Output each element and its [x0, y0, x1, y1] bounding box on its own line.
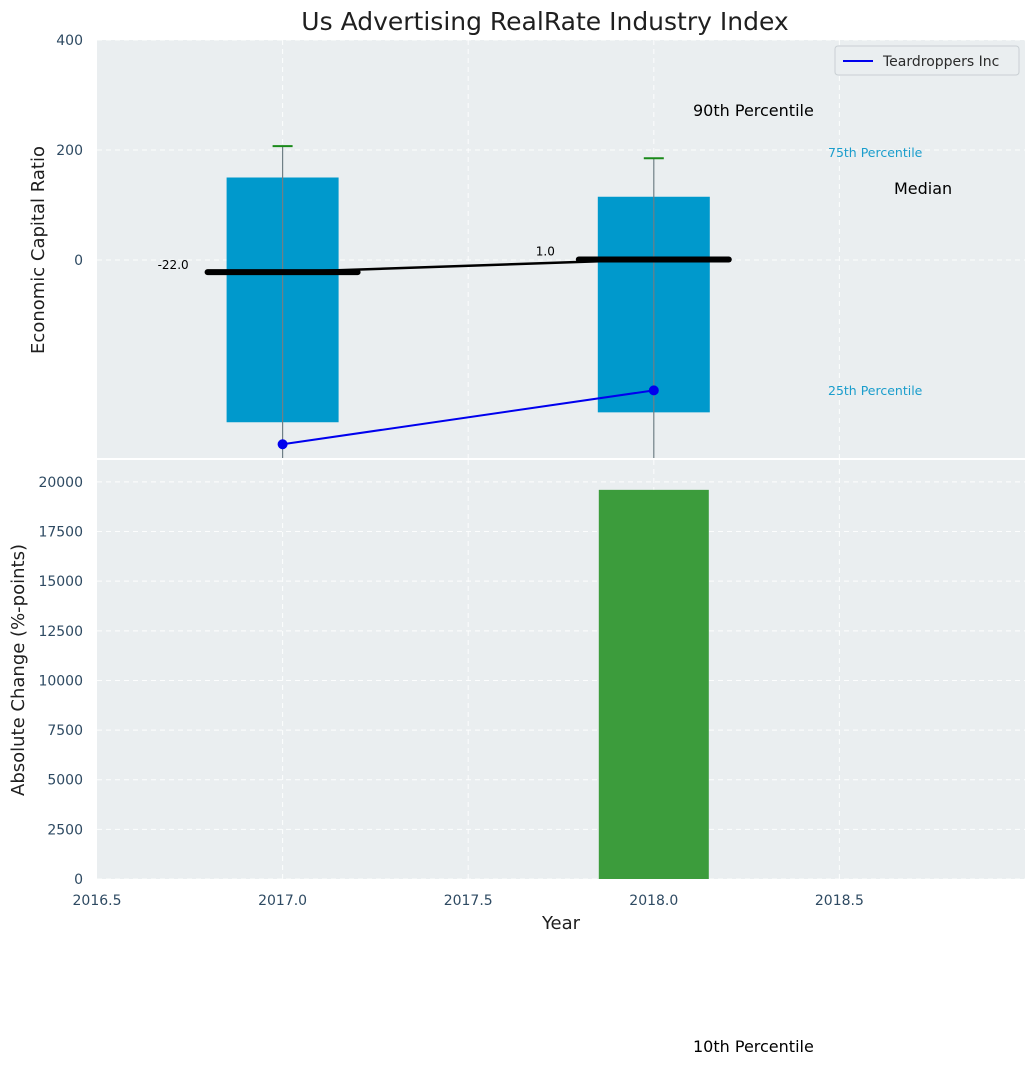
chart-title: Us Advertising RealRate Industry Index — [301, 7, 788, 36]
bottom-y-tick-label: 7500 — [47, 723, 83, 739]
top-y-tick-label: 200 — [56, 143, 83, 159]
bottom-y-tick-label: 10000 — [38, 673, 83, 689]
legend: Teardroppers Inc — [834, 45, 1020, 76]
x-axis-label: Year — [541, 913, 581, 934]
percentile-whiskers — [272, 145, 664, 458]
x-tick-label: 2017.5 — [444, 893, 493, 909]
annotation-median: Median — [894, 179, 952, 198]
top-y-tick-label: 400 — [56, 33, 83, 49]
legend-label-company: Teardroppers Inc — [882, 54, 999, 70]
x-tick-label: 2016.5 — [73, 893, 122, 909]
median-value-label: -22.0 — [158, 258, 189, 272]
legend-box — [834, 45, 1020, 76]
median-value-label: 1.0 — [536, 244, 555, 258]
bottom-y-tick-label: 12500 — [38, 624, 83, 640]
bottom-y-tick-label: 2500 — [47, 822, 83, 838]
annotation-25th-percentile: 25th Percentile — [828, 383, 923, 398]
bottom-y-tick-label: 20000 — [38, 475, 83, 491]
company-point — [648, 385, 659, 396]
bottom-y-tick-label: 5000 — [47, 773, 83, 789]
annotation-90th-percentile: 90th Percentile — [693, 101, 814, 120]
top-y-tick-label: 0 — [74, 253, 83, 269]
bottom-panel-background — [97, 460, 1025, 879]
company-point — [277, 439, 288, 450]
annotation-75th-percentile: 75th Percentile — [828, 145, 923, 160]
top-y-axis-label: Economic Capital Ratio — [28, 146, 49, 354]
bottom-y-tick-label: 17500 — [38, 525, 83, 541]
x-tick-label: 2018.5 — [815, 893, 864, 909]
annotation-10th-percentile: 10th Percentile — [693, 1037, 814, 1056]
bottom-y-tick-label: 0 — [74, 872, 83, 888]
bottom-y-tick-label: 15000 — [38, 574, 83, 590]
x-tick-label: 2017.0 — [258, 893, 307, 909]
company-series — [277, 385, 659, 450]
x-tick-label: 2018.0 — [629, 893, 678, 909]
axis-ticks: 0 200 400 0 2500 5000 7500 10000 12500 15000 17500… — [38, 33, 863, 909]
company-line — [282, 389, 654, 446]
median-series: -22.0 1.0 — [158, 244, 732, 276]
bottom-y-axis-label: Absolute Change (%-points) — [8, 544, 29, 796]
change-bar — [598, 489, 709, 879]
bottom-change-bars — [598, 489, 709, 879]
